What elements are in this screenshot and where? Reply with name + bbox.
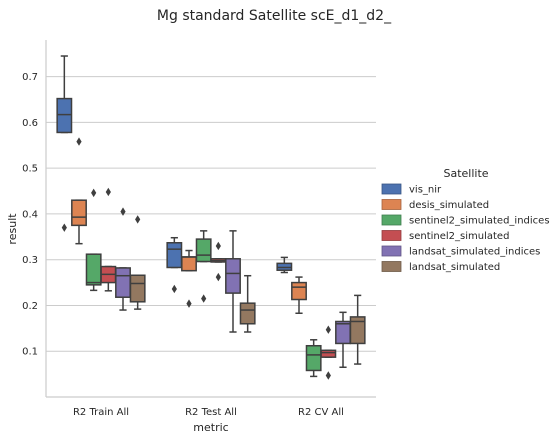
box-landsat_simulated-2 [349,294,366,365]
x-tick-label: R2 Train All [73,407,129,418]
box-body [115,267,131,298]
box-vis_nir-2 [276,256,293,274]
box-desis_simulated-1 [181,249,197,308]
x-tick-label: R2 Test All [185,407,237,418]
chart-title: Mg standard Satellite scE_d1_d2_ [157,8,392,24]
outlier-marker [76,137,82,146]
legend-swatch-landsat_simulated_indices [381,245,402,257]
legend-label-vis_nir: vis_nir [409,185,442,196]
outlier-marker [91,188,97,198]
box-landsat_simulated-0 [129,215,146,310]
outlier-marker [201,294,207,303]
y-tick-label: 0.3 [22,255,38,266]
legend-swatch-landsat_simulated [381,261,402,272]
y-tick-label: 0.1 [22,347,38,358]
box-landsat_simulated_indices-1 [225,230,241,333]
outlier-marker [186,299,192,308]
box-desis_simulated-0 [71,137,87,245]
legend-swatch-vis_nir [381,183,402,195]
x-tick-label: R2 CV All [298,407,344,418]
outlier-marker [120,207,126,216]
outlier-marker [325,371,331,380]
y-tick-label: 0.5 [22,164,38,175]
y-tick-label: 0.7 [22,72,38,83]
box-sentinel2_simulated_indices-2 [305,339,322,378]
box-body [320,349,337,358]
x-tick-labels: R2 Train All R2 Test All R2 CV All [73,407,344,418]
box-landsat_simulated_indices-0 [115,207,131,311]
outlier-marker [171,284,177,294]
box-vis_nir-1 [166,236,183,294]
box-body [85,253,102,286]
box-body [129,274,146,303]
box-body [291,281,307,301]
x-axis-label: metric [193,421,228,434]
outlier-marker [105,187,111,197]
box-body [56,97,73,134]
boxes [56,55,366,380]
box-sentinel2_simulated-0 [100,187,117,292]
legend-swatch-sentinel2_simulated [381,230,402,241]
box-body [166,242,183,269]
y-tick-label: 0.4 [22,209,38,220]
y-tick-labels: 0.1 0.2 0.3 0.4 0.5 0.6 0.7 [22,72,38,358]
y-tick-label: 0.2 [22,301,38,312]
box-body [225,258,241,294]
box-body [305,344,322,372]
box-body [195,238,212,263]
outlier-marker [61,223,67,232]
box-body [181,256,197,272]
box-body [71,199,87,227]
box-sentinel2_simulated-1 [210,241,227,282]
box-vis_nir-0 [56,55,73,232]
legend-swatch-sentinel2_simulated_indices [381,214,402,226]
box-sentinel2_simulated_indices-1 [195,230,212,303]
box-body [349,316,366,345]
box-body [335,320,351,345]
outlier-marker [135,215,141,224]
legend: Satellite vis_nir desis_simulated sentinel… [381,167,550,273]
legend-label-landsat_simulated: landsat_simulated [409,262,500,273]
box-body [239,302,256,325]
legend-label-desis_simulated: desis_simulated [409,200,489,211]
outlier-marker [325,325,331,334]
legend-title: Satellite [443,167,488,180]
box-landsat_simulated_indices-2 [335,311,351,368]
outlier-marker [215,241,221,251]
legend-label-landsat_simulated_indices: landsat_simulated_indices [409,247,540,258]
legend-label-sentinel2_simulated: sentinel2_simulated [409,231,509,242]
box-sentinel2_simulated-2 [320,325,337,380]
legend-swatch-desis_simulated [381,199,402,210]
box-desis_simulated-2 [291,276,307,314]
legend-label-sentinel2_simulated_indices: sentinel2_simulated_indices [409,216,550,227]
box-sentinel2_simulated_indices-0 [85,188,102,292]
y-tick-label: 0.6 [22,118,38,129]
outlier-marker [215,272,221,282]
gridlines [46,76,376,352]
box-landsat_simulated-1 [239,274,256,333]
y-axis-label: result [6,213,19,245]
